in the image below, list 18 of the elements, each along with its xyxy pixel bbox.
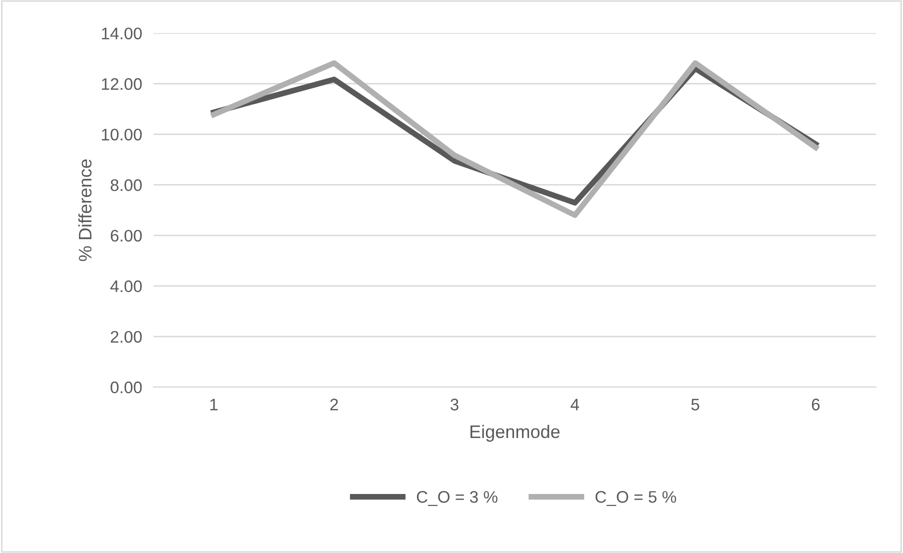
- y-tick-label: 0.00: [110, 382, 142, 394]
- legend-label: C_O = 3 %: [416, 491, 498, 506]
- y-tick-label: 8.00: [110, 179, 142, 192]
- x-tick-label: 4: [570, 398, 580, 410]
- x-axis-title: Eigenmode: [470, 424, 560, 442]
- x-tick-label: 2: [330, 398, 338, 410]
- y-axis-title: % Difference: [78, 159, 92, 262]
- y-tick-label: 4.00: [110, 280, 142, 292]
- y-tick-label: 2.00: [110, 330, 142, 343]
- y-tick-label: 10.00: [102, 128, 142, 141]
- y-tick-label: 6.00: [110, 230, 142, 242]
- x-tick-label: 5: [691, 398, 700, 410]
- y-tick-label: 14.00: [102, 28, 142, 40]
- y-tick-label: 12.00: [102, 78, 142, 90]
- legend-label: C_O = 5 %: [596, 491, 676, 506]
- x-tick-label: 6: [812, 398, 820, 410]
- x-tick-label: 3: [450, 398, 458, 410]
- x-tick-label: 1: [210, 398, 218, 410]
